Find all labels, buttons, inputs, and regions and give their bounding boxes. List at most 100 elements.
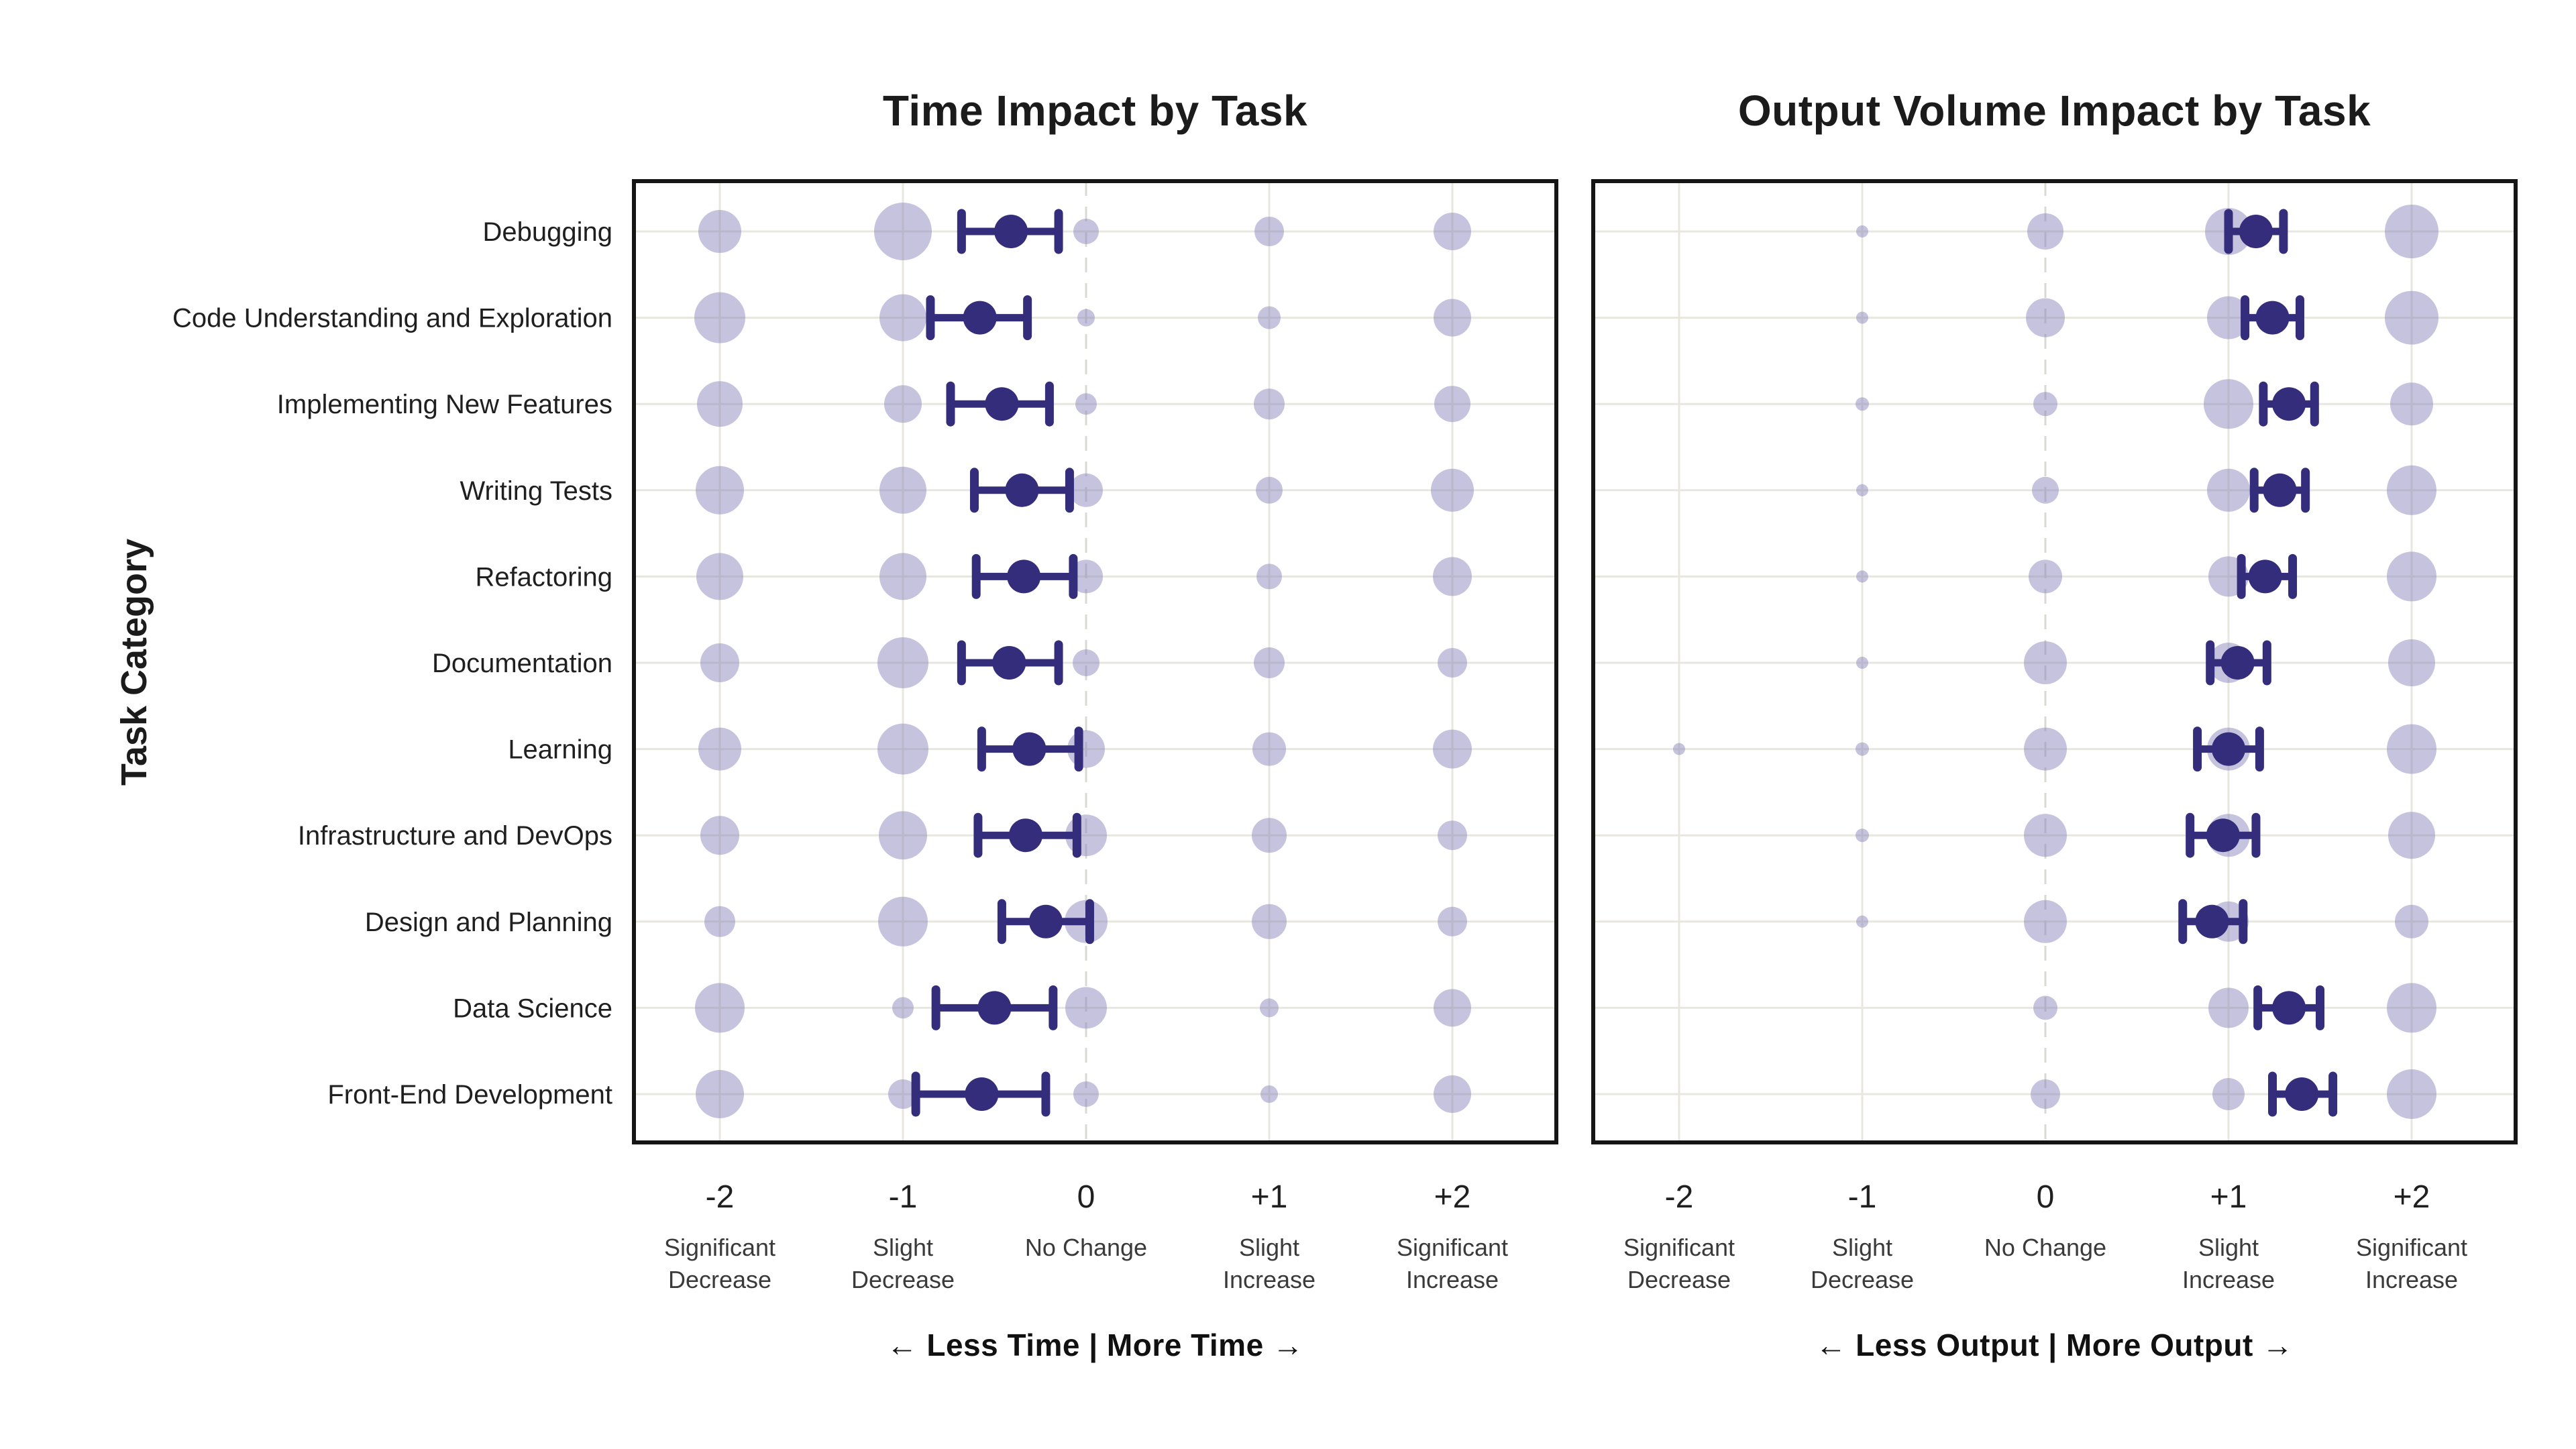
distribution-bubble — [879, 294, 926, 341]
category-label: Debugging — [483, 217, 613, 247]
distribution-bubble — [1856, 484, 1868, 496]
left-chart-footer: ← Less Time | More Time → — [886, 1328, 1304, 1362]
category-label: Implementing New Features — [277, 390, 612, 419]
x-tick-sublabel: Significant — [2356, 1234, 2467, 1261]
distribution-bubble — [1252, 904, 1287, 939]
distribution-bubble — [1256, 476, 1283, 504]
distribution-bubble — [1438, 648, 1467, 678]
distribution-bubble — [1856, 742, 1869, 756]
mean-dot — [992, 646, 1026, 680]
distribution-bubble — [1254, 388, 1285, 420]
distribution-bubble — [2033, 996, 2057, 1020]
x-tick-sublabel: Significant — [664, 1234, 775, 1261]
distribution-bubble — [1856, 397, 1869, 411]
distribution-bubble — [697, 381, 743, 427]
left-chart-title: Time Impact by Task — [882, 87, 1308, 135]
distribution-bubble — [698, 727, 741, 771]
category-label: Infrastructure and DevOps — [298, 821, 612, 851]
mean-dot — [985, 387, 1019, 421]
x-tick-sublabel: Slight — [1832, 1234, 1892, 1261]
distribution-bubble — [879, 466, 926, 514]
mean-dot — [963, 301, 997, 335]
distribution-bubble — [877, 637, 928, 688]
mean-dot — [965, 1077, 999, 1111]
x-tick-sublabel: Slight — [1239, 1234, 1299, 1261]
distribution-bubble — [2387, 1069, 2436, 1119]
distribution-bubble — [2390, 382, 2433, 426]
distribution-bubble — [1856, 311, 1868, 324]
distribution-bubble — [2208, 987, 2249, 1028]
mean-dot — [1012, 732, 1046, 766]
distribution-bubble — [1856, 915, 1868, 928]
distribution-bubble — [2207, 296, 2250, 339]
category-label: Documentation — [432, 649, 612, 678]
distribution-bubble — [2388, 812, 2435, 859]
x-tick-sublabel: Increase — [1406, 1266, 1499, 1293]
distribution-bubble — [1434, 1075, 1471, 1113]
distribution-bubble — [1438, 820, 1467, 851]
x-tick-sublabel: Slight — [2198, 1234, 2259, 1261]
distribution-bubble — [1260, 998, 1279, 1018]
distribution-bubble — [1069, 559, 1103, 594]
distribution-bubble — [1856, 657, 1868, 669]
distribution-bubble — [704, 906, 735, 937]
mean-dot — [977, 991, 1012, 1025]
distribution-bubble — [2387, 724, 2436, 774]
distribution-bubble — [1856, 828, 1869, 843]
distribution-bubble — [1673, 743, 1685, 755]
distribution-bubble — [2026, 298, 2065, 337]
distribution-bubble — [1075, 393, 1097, 415]
distribution-bubble — [1256, 564, 1282, 590]
right-chart-footer: ← Less Output | More Output → — [1815, 1328, 2294, 1362]
x-tick-sublabel: Decrease — [668, 1266, 771, 1293]
distribution-bubble — [1431, 468, 1474, 512]
x-tick-label: -1 — [1848, 1179, 1877, 1215]
mean-dot — [2239, 215, 2273, 248]
x-tick-sublabel: Decrease — [1627, 1266, 1731, 1293]
x-tick-sublabel: Significant — [1623, 1234, 1735, 1261]
distribution-bubble — [1254, 647, 1285, 678]
x-tick-sublabel: Slight — [873, 1234, 933, 1261]
distribution-bubble — [1252, 818, 1287, 853]
mean-dot — [2220, 646, 2255, 680]
mean-dot — [1008, 818, 1042, 853]
distribution-bubble — [2027, 213, 2063, 250]
category-label: Code Understanding and Exploration — [172, 304, 612, 333]
distribution-bubble — [1434, 989, 1471, 1027]
mean-dot — [2272, 991, 2306, 1025]
mean-dot — [2206, 818, 2240, 853]
distribution-bubble — [2387, 551, 2436, 602]
x-tick-label: -2 — [1665, 1179, 1694, 1215]
category-label: Learning — [508, 735, 612, 765]
distribution-bubble — [2031, 1079, 2060, 1109]
distribution-bubble — [1065, 987, 1107, 1029]
distribution-bubble — [2212, 1078, 2245, 1110]
distribution-bubble — [1434, 299, 1471, 337]
distribution-bubble — [1077, 309, 1095, 327]
distribution-bubble — [2388, 639, 2435, 686]
distribution-bubble — [2032, 476, 2059, 504]
mean-dot — [2255, 301, 2290, 335]
distribution-bubble — [888, 1079, 918, 1109]
distribution-bubble — [700, 816, 739, 855]
distribution-bubble — [1258, 306, 1281, 329]
x-tick-sublabel: Decrease — [851, 1266, 955, 1293]
distribution-bubble — [1433, 729, 1472, 769]
distribution-bubble — [698, 210, 741, 253]
x-tick-label: 0 — [1077, 1179, 1095, 1215]
distribution-bubble — [1438, 906, 1467, 936]
distribution-bubble — [696, 553, 743, 600]
mean-dot — [2272, 387, 2306, 421]
category-label: Design and Planning — [365, 908, 612, 937]
distribution-bubble — [884, 385, 922, 423]
distribution-bubble — [1260, 1085, 1278, 1103]
distribution-bubble — [892, 997, 914, 1019]
distribution-bubble — [1073, 219, 1099, 244]
distribution-bubble — [2204, 379, 2253, 429]
distribution-bubble — [878, 896, 928, 947]
right-chart-title: Output Volume Impact by Task — [1737, 87, 2371, 135]
category-label: Writing Tests — [460, 476, 612, 506]
distribution-bubble — [877, 723, 928, 775]
x-tick-sublabel: No Change — [1984, 1234, 2106, 1261]
